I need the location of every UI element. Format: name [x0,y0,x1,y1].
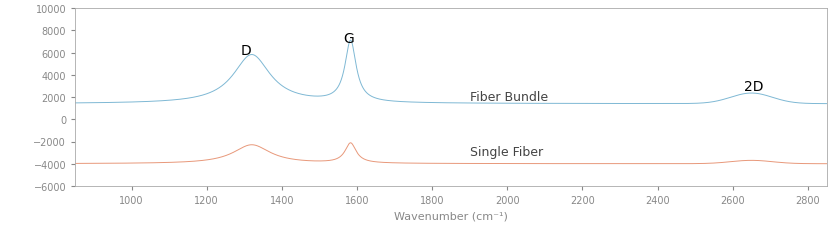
Text: Fiber Bundle: Fiber Bundle [470,91,548,104]
Text: 2D: 2D [744,79,763,93]
Text: Single Fiber: Single Fiber [470,145,543,158]
Text: D: D [240,44,251,58]
Text: G: G [343,32,354,45]
X-axis label: Wavenumber (cm⁻¹): Wavenumber (cm⁻¹) [394,211,508,221]
